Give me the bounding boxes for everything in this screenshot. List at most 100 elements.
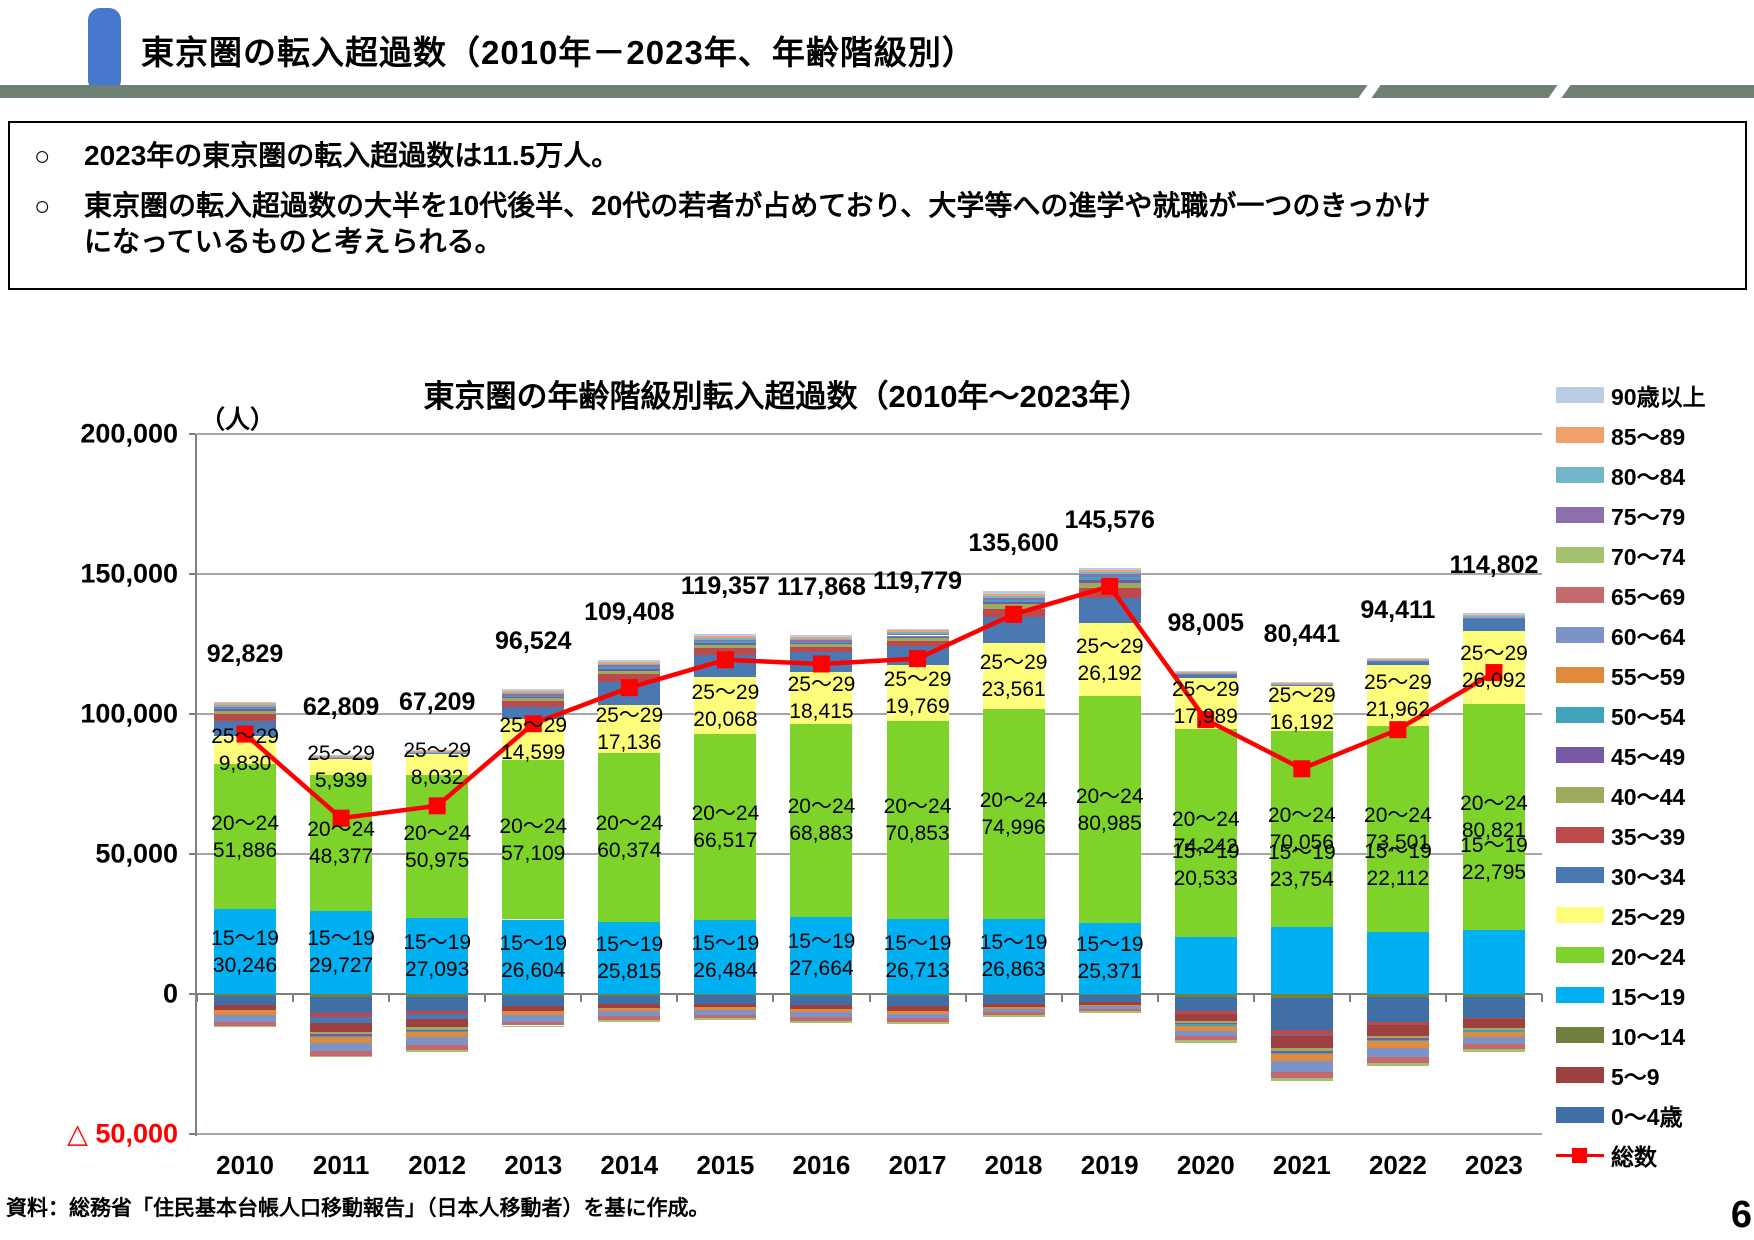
bar-segment-2013-5～9 xyxy=(502,1006,565,1012)
bar-segment-2017-90歳以上 xyxy=(886,628,949,631)
summary-callout-box: ○ 2023年の東京圏の転入超過数は11.5万人。 ○ 東京圏の転入超過数の大半… xyxy=(8,121,1747,290)
bar-segment-2010-40～44 xyxy=(214,710,277,715)
x-axis-label-2022: 2022 xyxy=(1368,1150,1427,1180)
x-axis-tick xyxy=(1060,994,1063,1002)
bar-segment-2018-65～69 xyxy=(982,1012,1045,1015)
bar-segment-2017-65～69 xyxy=(886,1018,949,1022)
bar-segment-2019-30～34 xyxy=(1078,597,1141,623)
total-label-2012: 67,209 xyxy=(398,687,476,716)
x-axis-tick xyxy=(772,994,775,1002)
bar-segment-2019-75～79 xyxy=(1078,574,1141,577)
bar-segment-2015-45～49 xyxy=(694,642,757,645)
legend-label: 40～44 xyxy=(1611,784,1686,810)
legend-label: 10～14 xyxy=(1611,1024,1686,1050)
bar-segment-2019-0～4歳 xyxy=(1078,995,1141,1003)
legend-color-swatch xyxy=(1556,627,1604,643)
legend-label: 85～89 xyxy=(1611,424,1686,450)
x-axis-label-2016: 2016 xyxy=(792,1150,851,1180)
bar-segment-2022-65～69 xyxy=(1366,1056,1429,1063)
x-axis-tick xyxy=(868,994,871,1002)
bar-segment-2017-70～74 xyxy=(886,1021,949,1024)
bar-segment-2022-5～9 xyxy=(1366,1024,1429,1036)
legend-item-10～14: 10～14 xyxy=(1556,1024,1685,1050)
total-label-2017: 119,779 xyxy=(873,566,963,595)
bar-segment-2011-30～34 xyxy=(310,1017,373,1023)
legend-item-45～49: 45～49 xyxy=(1556,744,1685,770)
total-label-2016: 117,868 xyxy=(776,573,866,602)
bar-segment-2018-5～9 xyxy=(982,1003,1045,1007)
x-axis-label-2021: 2021 xyxy=(1272,1150,1331,1180)
bar-segment-2017-80～84 xyxy=(886,632,949,635)
bar-segment-2019-15～19 xyxy=(1078,922,1141,994)
bar-segment-2020-5～9 xyxy=(1174,1013,1237,1022)
legend-item-35～39: 35～39 xyxy=(1556,824,1685,850)
data-label-2021-15～19: 15～19 23,754 xyxy=(1267,840,1336,891)
bar-segment-2014-55～59 xyxy=(598,1007,661,1011)
bar-segment-2023-15～19 xyxy=(1462,930,1525,994)
bar-segment-2015-50～54 xyxy=(694,641,757,643)
legend-color-swatch xyxy=(1556,947,1604,963)
bar-segment-2017-10～14 xyxy=(886,994,949,996)
legend-item-総数: 総数 xyxy=(1556,1144,1657,1170)
bar-segment-2018-50～54 xyxy=(982,599,1045,602)
bar-segment-2015-70～74 xyxy=(694,1018,757,1021)
legend-item-0～4歳: 0～4歳 xyxy=(1556,1104,1683,1130)
bar-segment-2015-65～69 xyxy=(694,1014,757,1019)
bar-segment-2018-90歳以上 xyxy=(982,591,1045,594)
data-label-2014-15～19: 15～19 25,815 xyxy=(595,932,664,983)
legend-label: 50～54 xyxy=(1611,704,1686,730)
bar-segment-2021-5～9 xyxy=(1270,1036,1333,1049)
bar-segment-2015-80～84 xyxy=(694,637,757,640)
bar-segment-2022-35～39 xyxy=(1366,1021,1429,1025)
data-label-2012-15～19: 15～19 27,093 xyxy=(403,931,472,982)
bar-segment-2023-65～69 xyxy=(1462,1044,1525,1050)
bullet-2-line-2: になっているものと考えられる。 xyxy=(84,226,503,257)
bar-segment-2013-0～4歳 xyxy=(502,995,565,1007)
bar-segment-2016-85～89 xyxy=(790,636,853,639)
bar-segment-2019-60～64 xyxy=(1078,1006,1141,1010)
bar-segment-2021-0～4歳 xyxy=(1270,997,1333,1030)
bar-segment-2012-15～19 xyxy=(406,918,469,994)
data-label-2022-15～19: 15～19 22,112 xyxy=(1364,840,1432,891)
x-axis-label-2012: 2012 xyxy=(408,1150,467,1180)
bar-segment-2020-50～54 xyxy=(1174,1024,1237,1026)
bar-segment-2017-45～49 xyxy=(886,636,949,638)
data-label-2011-20～24: 20～24 48,377 xyxy=(307,818,375,869)
bar-segment-2019-35～39 xyxy=(1078,588,1141,598)
bar-segment-2014-50～54 xyxy=(598,667,661,669)
bar-segment-2016-55～59 xyxy=(790,1009,853,1012)
bar-segment-2010-85～89 xyxy=(214,703,277,705)
y-axis-tick xyxy=(189,433,196,435)
legend-label: 80～84 xyxy=(1611,464,1686,490)
bar-segment-2020-45～49 xyxy=(1174,1023,1237,1025)
bar-segment-2015-85～89 xyxy=(694,635,757,638)
bar-segment-2021-35～39 xyxy=(1270,1029,1333,1035)
x-axis-tick xyxy=(1541,994,1543,1002)
legend-item-65～69: 65～69 xyxy=(1556,584,1685,610)
bar-segment-2023-85～89 xyxy=(1462,614,1525,617)
legend-color-swatch xyxy=(1556,587,1604,603)
legend-color-swatch xyxy=(1556,1067,1604,1083)
data-label-2023-25～29: 25～29 26,092 xyxy=(1460,642,1528,693)
y-tick-label: 50,000 xyxy=(95,838,178,869)
bar-segment-2019-70～74 xyxy=(1078,1011,1141,1013)
bar-segment-2014-0～4歳 xyxy=(598,995,661,1005)
x-axis-tick xyxy=(1444,994,1447,1002)
bar-segment-2014-65～69 xyxy=(598,1016,661,1020)
legend-color-swatch xyxy=(1556,507,1604,523)
bar-segment-2021-60～64 xyxy=(1270,1061,1333,1072)
bullet-1-text: 2023年の東京圏の転入超過数は11.5万人。 xyxy=(84,140,620,171)
bar-segment-2017-85～89 xyxy=(886,630,949,633)
bar-segment-2019-80～84 xyxy=(1078,572,1141,575)
bar-segment-2021-10～14 xyxy=(1270,994,1333,998)
bar-segment-2013-75～79 xyxy=(502,694,565,696)
bar-segment-2023-55～59 xyxy=(1462,1031,1525,1037)
header-band xyxy=(0,85,1754,98)
bar-segment-2010-35～39 xyxy=(214,714,277,722)
y-tick-label: 150,000 xyxy=(80,558,178,589)
bar-segment-2023-45～49 xyxy=(1462,1029,1525,1031)
x-axis-label-2018: 2018 xyxy=(984,1150,1043,1180)
bar-segment-2018-35～39 xyxy=(982,608,1045,617)
legend-item-70～74: 70～74 xyxy=(1556,544,1685,570)
